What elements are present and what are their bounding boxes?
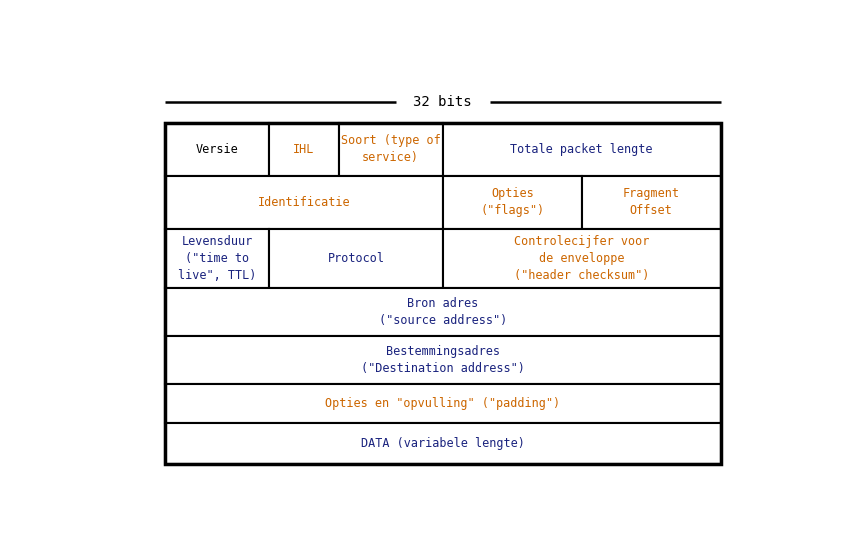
Text: Bron adres
("source address"): Bron adres ("source address") [378, 297, 507, 327]
Bar [442, 123, 721, 176]
Bar [269, 123, 339, 176]
Bar [165, 288, 721, 336]
Bar [165, 176, 442, 229]
Bar [339, 123, 442, 176]
Text: Fragment
Offset: Fragment Offset [623, 187, 680, 217]
Text: Totale packet lengte: Totale packet lengte [511, 143, 653, 156]
Text: Identificatie: Identificatie [257, 196, 350, 209]
Text: Versie: Versie [195, 143, 238, 156]
Text: Opties
("flags"): Opties ("flags") [480, 187, 544, 217]
Text: Protocol: Protocol [327, 252, 384, 265]
Bar [442, 176, 581, 229]
Bar [581, 176, 721, 229]
Bar [165, 336, 721, 384]
Bar [442, 229, 721, 288]
Text: DATA (variabele lengte): DATA (variabele lengte) [361, 437, 524, 450]
Bar [165, 123, 269, 176]
Text: Soort (type of
service): Soort (type of service) [340, 134, 441, 165]
Bar [165, 423, 721, 464]
Text: Levensduur
("time to
live", TTL): Levensduur ("time to live", TTL) [178, 235, 257, 282]
Text: Opties en "opvulling" ("padding"): Opties en "opvulling" ("padding") [325, 397, 561, 410]
Bar [165, 123, 721, 464]
Bar [165, 229, 269, 288]
Text: IHL: IHL [293, 143, 314, 156]
Text: Bestemmingsadres
("Destination address"): Bestemmingsadres ("Destination address") [361, 345, 524, 375]
Text: 32 bits: 32 bits [414, 95, 472, 109]
Text: Controlecijfer voor
de enveloppe
("header checksum"): Controlecijfer voor de enveloppe ("heade… [514, 235, 650, 282]
Bar [269, 229, 442, 288]
Bar [165, 384, 721, 423]
